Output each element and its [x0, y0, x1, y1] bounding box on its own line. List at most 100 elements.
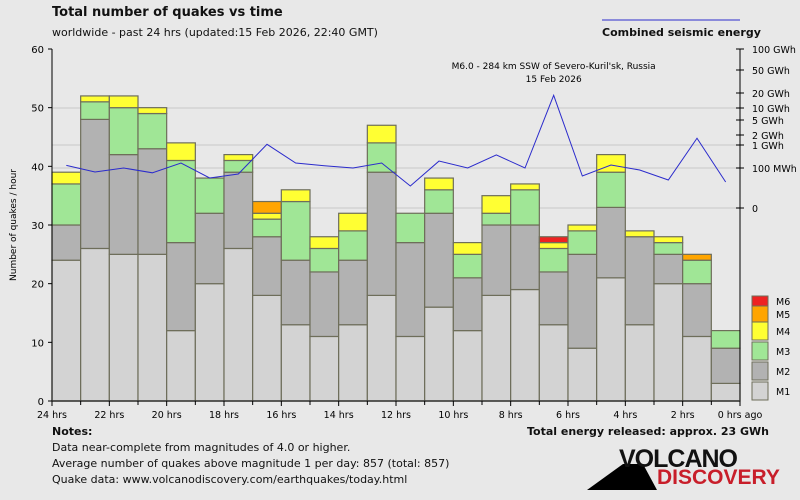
bar-segment-m1: [252, 294, 282, 402]
volcano-icon: [587, 464, 657, 490]
bar-segment-m2: [252, 236, 282, 297]
bar-segment-m2: [481, 224, 512, 297]
energy-tick-label: 100 GWh: [752, 45, 796, 56]
annotation-line2: 15 Feb 2026: [526, 75, 582, 85]
bar-segment-m3: [452, 253, 483, 279]
logo-line2: DISCOVERY: [657, 466, 780, 489]
bar-segment-m1: [481, 294, 512, 402]
bar-segment-m5: [682, 253, 712, 261]
total-energy: Total energy released: approx. 23 GWh: [527, 425, 769, 438]
bar-segment-m3: [194, 177, 225, 214]
bar-segment-m3: [424, 189, 454, 214]
bar-segment-m3: [338, 230, 368, 261]
bar-segment-m4: [108, 95, 139, 109]
bar-segment-m2: [166, 242, 196, 332]
x-tick-label: 6 hrs: [556, 410, 580, 421]
bar-segment-m2: [366, 171, 397, 296]
bar-segment-m3: [309, 247, 340, 273]
bar-segment-m3: [252, 218, 282, 238]
bar-segment-m1: [424, 306, 454, 402]
bar-segment-m2: [309, 271, 340, 338]
legend-label: M3: [776, 347, 790, 358]
note-line: Average number of quakes above magnitude…: [52, 457, 450, 470]
legend-swatch-m1: [751, 381, 769, 401]
bar-segment-m3: [137, 112, 168, 150]
bar-segment-m2: [137, 148, 168, 255]
bar-segment-m6: [538, 236, 569, 244]
bar-segment-m1: [653, 283, 684, 402]
y-tick-label: 10: [31, 338, 44, 349]
bar-segment-m4: [424, 177, 454, 191]
logo-line1: VOLCANO: [619, 445, 738, 473]
legend-label: M2: [776, 367, 790, 378]
bar-segment-m4: [80, 95, 110, 103]
bar-segment-m4: [366, 124, 397, 144]
bar-segment-m4: [166, 142, 196, 162]
bar-segment-m2: [682, 283, 712, 338]
bar-segment-m1: [682, 335, 712, 402]
volcanodiscovery-logo: VOLCANO DISCOVERY: [585, 445, 785, 493]
bar-segment-m3: [51, 183, 82, 226]
x-tick-label: 18 hrs: [209, 410, 239, 421]
chart-title: Total number of quakes vs time: [52, 5, 283, 20]
legend-label: M5: [776, 310, 790, 321]
bar-segment-m1: [309, 335, 340, 402]
bar-segment-m2: [80, 118, 110, 250]
bar-segment-m4: [481, 195, 512, 214]
bar-segment-m1: [624, 324, 655, 402]
energy-tick-label: 0: [752, 204, 758, 215]
legend-swatch-m4: [751, 321, 769, 341]
bar-segment-m1: [108, 253, 139, 402]
bar-segment-m1: [80, 247, 110, 402]
bar-segment-m3: [223, 159, 254, 173]
bar-segment-m5: [252, 200, 282, 214]
bar-segment-m3: [280, 200, 311, 261]
x-tick-label: 4 hrs: [613, 410, 637, 421]
annotation-line1: M6.0 - 284 km SSW of Severo-Kuril'sk, Ru…: [452, 62, 656, 72]
x-tick-label: 8 hrs: [499, 410, 523, 421]
bar-segment-m1: [538, 324, 569, 402]
bar-segment-m4: [567, 224, 598, 232]
energy-legend-label: Combined seismic energy: [602, 26, 761, 39]
legend-swatch-m5: [751, 305, 769, 323]
chart-subtitle: worldwide - past 24 hrs (updated:15 Feb …: [52, 26, 378, 39]
y-tick-label: 40: [31, 162, 44, 173]
bar-segment-m3: [166, 159, 196, 244]
energy-tick-label: 2 GWh: [752, 131, 784, 142]
bar-segment-m1: [395, 335, 426, 402]
bar-segment-m3: [108, 107, 139, 156]
bar-segment-m2: [567, 253, 598, 349]
notes-heading: Notes:: [52, 425, 93, 438]
bar-segment-m3: [682, 259, 712, 285]
bar-segment-m3: [538, 247, 569, 273]
bar-segment-m4: [309, 236, 340, 250]
x-tick-label: 16 hrs: [266, 410, 296, 421]
x-tick-label: 20 hrs: [152, 410, 182, 421]
bar-segment-m2: [596, 206, 626, 279]
x-tick-label: 14 hrs: [324, 410, 354, 421]
bar-segment-m3: [510, 189, 540, 226]
y-tick-label: 60: [31, 45, 44, 56]
bar-segment-m1: [137, 253, 168, 402]
legend-label: M6: [776, 297, 790, 308]
bar-segment-m2: [653, 253, 684, 285]
y-tick-label: 0: [38, 397, 44, 408]
bar-segment-m2: [710, 347, 741, 385]
bar-segment-m2: [510, 224, 540, 291]
bar-segment-m4: [51, 171, 82, 185]
x-tick-label: 22 hrs: [94, 410, 124, 421]
bar-segment-m1: [452, 330, 483, 402]
bar-segment-m3: [481, 212, 512, 226]
bar-segment-m1: [338, 324, 368, 402]
bar-segment-m1: [366, 294, 397, 402]
legend-swatch-m3: [751, 341, 769, 361]
bar-segment-m2: [51, 224, 82, 261]
bar-segment-m4: [252, 212, 282, 220]
y-tick-label: 30: [31, 221, 44, 232]
legend-label: M1: [776, 387, 790, 398]
legend-swatch-m2: [751, 361, 769, 381]
y-tick-label: 50: [31, 104, 44, 115]
bar-segment-m1: [596, 277, 626, 402]
x-tick-label: 0 hrs ago: [718, 410, 763, 421]
